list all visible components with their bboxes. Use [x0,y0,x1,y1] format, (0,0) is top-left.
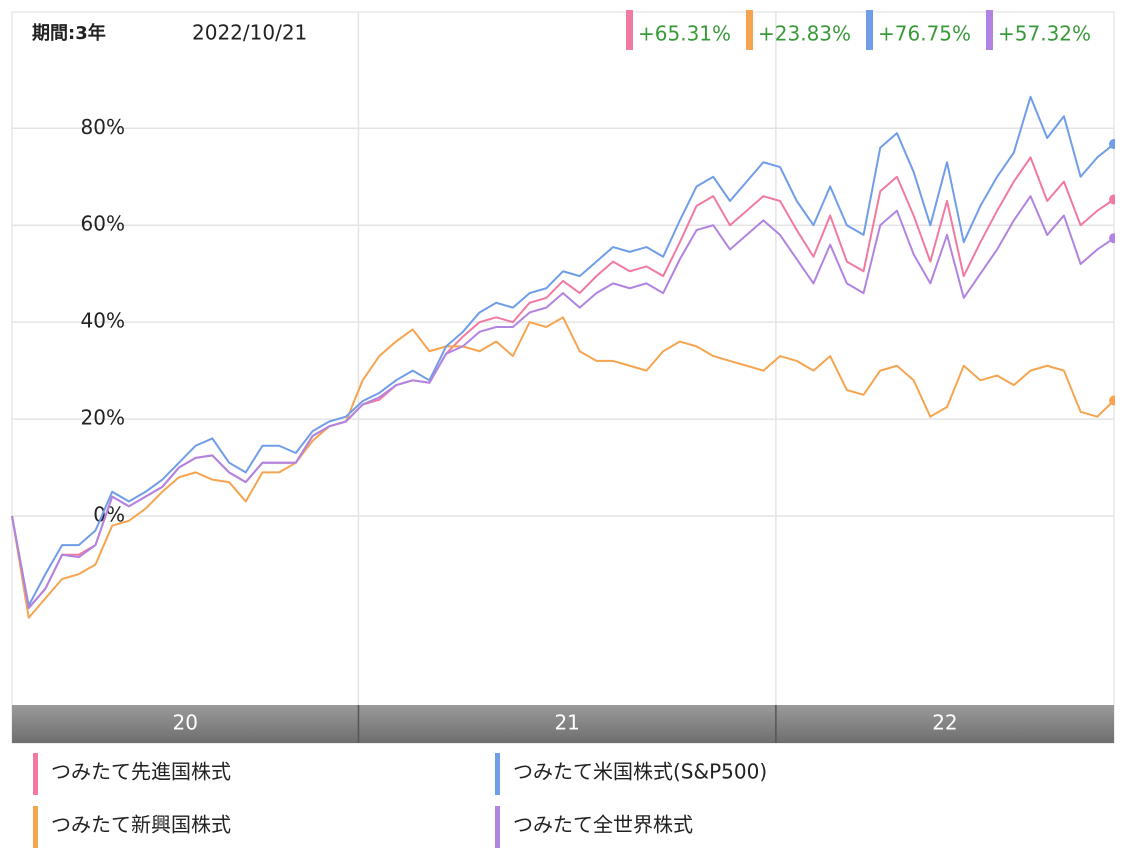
header-swatch [626,10,633,50]
legend-label: つみたて米国株式(S&P500) [513,760,767,784]
series-line [11,316,1115,619]
y-tick-label: 80% [81,115,125,139]
header-swatch [746,10,753,50]
legend-swatch [495,753,500,795]
y-tick-label: 20% [81,406,125,430]
legend-label: つみたて全世界株式 [513,813,693,837]
date-label: 2022/10/21 [192,21,307,45]
legend-label: つみたて先進国株式 [51,760,231,784]
x-band-label: 20 [173,711,198,735]
right-mask [1115,0,1124,854]
legend-swatch [33,753,38,795]
series-line [11,195,1115,610]
change-label: +76.75% [878,22,971,46]
change-label: +57.32% [998,22,1091,46]
y-tick-label: 40% [81,309,125,333]
legend-swatch [33,806,38,848]
plot-frame [11,11,1115,744]
x-band [12,705,1114,743]
period-label: 期間:3年 [32,22,106,44]
series-line [11,95,1115,607]
header-swatch [986,10,993,50]
legend-label: つみたて新興国株式 [51,813,231,837]
y-tick-label: 60% [81,212,125,236]
change-label: +65.31% [638,22,731,46]
header-swatch [866,10,873,50]
legend-swatch [495,806,500,848]
x-band-label: 21 [554,711,579,735]
x-band-label: 22 [932,711,957,735]
change-label: +23.83% [758,22,851,46]
